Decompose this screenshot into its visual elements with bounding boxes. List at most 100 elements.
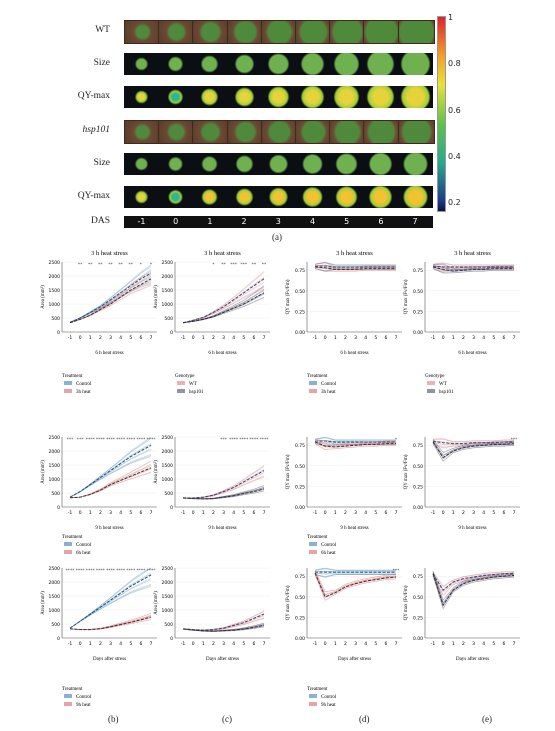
xtick-e3-7: 6 [502, 641, 505, 647]
trace-d3-1-1 [314, 573, 397, 599]
xtick-c3-5: 4 [232, 641, 235, 647]
xtick-c1-8: 7 [263, 335, 266, 341]
xtick-d3-4: 3 [354, 641, 357, 647]
xtick-b2-0: -1 [68, 510, 73, 516]
sig-c1-2: *** [230, 262, 238, 268]
legend-item-d2-1: 6h heat [321, 551, 336, 556]
mean-line-b2-1 [69, 467, 152, 499]
trace-d3-0-5 [314, 568, 396, 571]
xtick-c3-3: 2 [212, 641, 215, 647]
legend-swatch-b1-0 [64, 381, 72, 385]
plant-image-r2-c5 [295, 86, 330, 108]
legend-swatch-b1-1 [64, 389, 72, 393]
colorbar-tick-2: 0.6 [448, 106, 461, 115]
xtick-c2-1: 0 [192, 510, 195, 516]
xtick-c1-4: 3 [222, 335, 225, 341]
xtick-c3-6: 5 [242, 641, 245, 647]
trace-e1-1-0 [432, 265, 514, 271]
ytick-b3-1: 500 [51, 622, 60, 628]
trace-d1-1-7 [314, 262, 396, 267]
row-label-0: WT [95, 25, 110, 35]
trace-b3-1-2 [69, 619, 152, 631]
legend-swatch-c1-1 [177, 389, 185, 393]
trace-d3-0-7 [314, 572, 396, 574]
row-label-3: hsp101 [82, 125, 110, 135]
plant-image-r2-c4 [260, 86, 296, 108]
ylabel-e3: QY max (Fv/Fm) [404, 585, 409, 620]
legend-item-d3-1: 9h heat [321, 703, 336, 708]
plant-image-r0-c1 [158, 20, 196, 44]
trace-d2-1-1 [314, 442, 396, 448]
mean-line-b1-0 [69, 272, 152, 323]
ytick-d2-3: 0.75 [295, 443, 305, 449]
xtick-e1-1: 0 [442, 335, 445, 341]
plant-image-r4-c3 [226, 153, 262, 175]
xtick-b2-2: 1 [89, 510, 92, 516]
trace-b1-0-5 [69, 265, 152, 323]
xtick-d1-0: -1 [313, 335, 318, 341]
plant-image-r4-c0 [124, 153, 159, 175]
sig-b2-3: **** [96, 437, 106, 443]
plant-image-r3-c4 [260, 120, 298, 144]
xtick-c2-5: 4 [232, 510, 235, 516]
sig-b3-2: **** [86, 568, 96, 574]
plant-image-r0-c6 [329, 20, 367, 44]
legend-item-d3-0: Control [321, 695, 337, 700]
mean-line-c3-1 [182, 624, 265, 632]
legend-swatch-e1-0 [427, 381, 435, 385]
xtick-c2-6: 5 [242, 510, 245, 516]
legend-item-e1-1: hsp101 [439, 390, 454, 395]
trace-d1-0-6 [314, 264, 396, 267]
sig-b3-0: **** [66, 568, 76, 574]
trace-d1-1-4 [314, 265, 396, 269]
mean-line-c1-1 [182, 292, 265, 324]
trace-e3-1-8 [432, 572, 515, 603]
mean-line-c3-0 [182, 613, 265, 631]
das-day-8: 7 [397, 216, 433, 228]
legend-title-b3: Treatment [62, 687, 83, 692]
plant-image-r2-c7 [363, 86, 399, 108]
sig-c1-1: ** [221, 262, 226, 268]
legend-item-d1-0: Control [321, 382, 337, 387]
xtick-b2-5: 4 [119, 510, 122, 516]
das-day-3: 2 [226, 216, 262, 228]
sig-b3-4: **** [106, 568, 116, 574]
xtick-d1-5: 4 [364, 335, 367, 341]
xlabel-d1: 6 h heat stress [340, 351, 368, 356]
xtick-d1-8: 7 [395, 335, 398, 341]
sig-c2-1: **** [229, 437, 239, 443]
plant-image-r1-c5 [295, 53, 330, 75]
legend-item-e1-0: WT [439, 382, 447, 387]
trace-d3-0-1 [314, 568, 396, 571]
chart-title-c1: 3 h heat stress [204, 250, 241, 257]
ytick-e1-2: 0.50 [413, 289, 423, 295]
das-day-6: 5 [329, 216, 365, 228]
das-label: DAS [90, 216, 110, 226]
plant-image-r0-c7 [363, 20, 401, 44]
ytick-d1-0: 0.00 [295, 330, 305, 336]
plant-image-r4-c4 [260, 153, 296, 175]
ytick-b3-3: 1500 [49, 594, 61, 600]
colorbar-tick-3: 0.4 [448, 152, 461, 161]
trace-d2-0-1 [314, 437, 396, 441]
legend-item-c1-0: WT [189, 382, 197, 387]
ytick-e2-2: 0.50 [413, 464, 423, 470]
xtick-e3-5: 4 [482, 641, 485, 647]
xtick-e1-3: 2 [462, 335, 465, 341]
sig-c1-4: ** [252, 262, 257, 268]
xtick-b3-2: 1 [89, 641, 92, 647]
sig-b3-7: **** [136, 568, 146, 574]
xtick-e3-2: 1 [452, 641, 455, 647]
plant-image-r1-c6 [329, 53, 365, 75]
xtick-e1-5: 4 [482, 335, 485, 341]
trace-e3-1-4 [432, 572, 515, 604]
sig-d3-0: *** [393, 568, 401, 574]
plant-image-r2-c0 [124, 86, 159, 108]
xtick-b1-2: 1 [89, 335, 92, 341]
chart-title-d1: 3 h heat stress [336, 250, 373, 257]
xtick-d3-8: 7 [395, 641, 398, 647]
sig-b3-8: **** [147, 568, 157, 574]
trace-d2-1-4 [314, 440, 396, 447]
ylabel-d2: QY max (Fv/Fm) [286, 454, 291, 489]
ytick-b1-2: 1000 [49, 302, 61, 308]
